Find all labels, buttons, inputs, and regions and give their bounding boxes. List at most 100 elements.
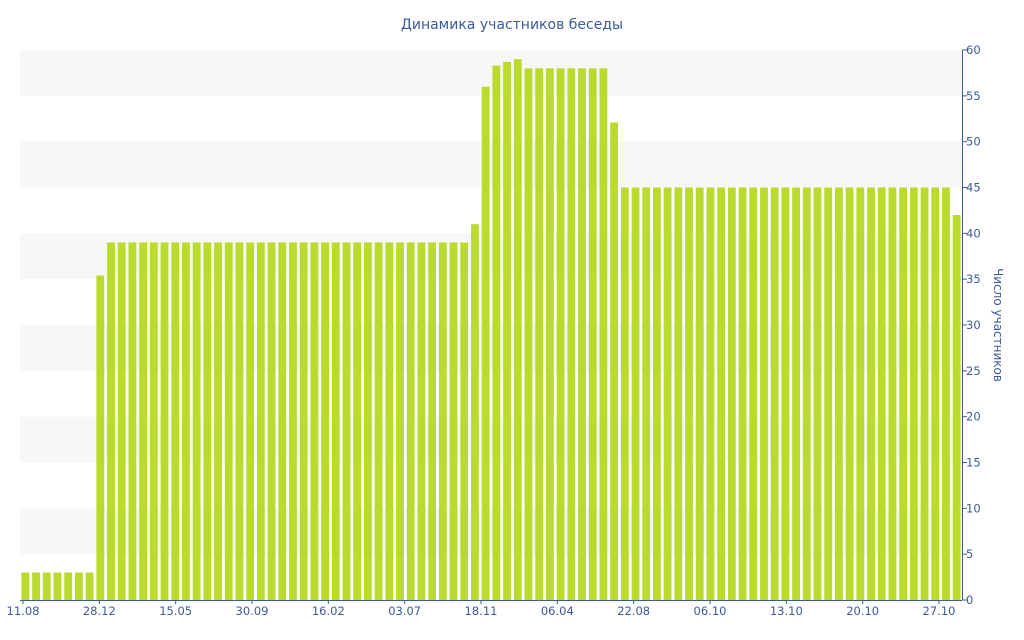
y-tick-label: 20 — [966, 410, 981, 424]
bar — [96, 275, 105, 600]
bar — [824, 187, 833, 600]
bar — [396, 242, 404, 600]
bar — [535, 68, 544, 601]
bar — [171, 242, 180, 600]
bar — [299, 242, 308, 600]
bar — [631, 187, 640, 600]
bar — [492, 65, 501, 601]
bar — [406, 242, 415, 600]
bar — [107, 242, 115, 600]
x-tick-label: 06.10 — [694, 604, 727, 618]
bar — [792, 187, 800, 600]
bar — [642, 187, 651, 600]
bar — [203, 242, 212, 600]
chart-title: Динамика участников беседы — [401, 17, 623, 33]
x-tick-label: 13.10 — [770, 604, 803, 618]
bar — [578, 68, 586, 601]
bar — [85, 572, 94, 600]
bar — [503, 61, 511, 600]
bar — [781, 187, 790, 600]
bar — [192, 242, 201, 600]
bar — [353, 242, 362, 600]
bar — [128, 242, 137, 600]
axes: 0 5 10 15 20 25 30 35 40 45 50 55 60 11.08 28.12 15.05 3… — [7, 43, 981, 618]
bar — [706, 187, 715, 600]
y-tick-label: 55 — [966, 89, 981, 103]
bar — [717, 187, 726, 600]
x-tick-label: 22.08 — [617, 604, 650, 618]
bar — [471, 224, 479, 600]
bar — [214, 242, 222, 600]
bar — [695, 187, 704, 600]
x-tick-label: 30.09 — [236, 604, 269, 618]
bar — [749, 187, 758, 600]
bar — [770, 187, 779, 600]
y-tick-label: 15 — [966, 456, 981, 470]
bar — [942, 187, 950, 600]
bar — [834, 187, 843, 600]
bar — [224, 242, 233, 600]
x-tick-label: 11.08 — [7, 604, 40, 618]
bar — [310, 242, 319, 600]
bar — [278, 242, 287, 600]
bar — [374, 242, 383, 600]
y-tick-label: 60 — [966, 43, 981, 57]
x-tick-label: 03.07 — [388, 604, 421, 618]
bar — [856, 187, 865, 600]
bar — [460, 242, 469, 600]
x-tick-label: 16.02 — [312, 604, 345, 618]
y-tick-label: 30 — [966, 318, 981, 332]
x-tick-label: 28.12 — [83, 604, 116, 618]
bar — [74, 572, 83, 600]
bar — [32, 572, 40, 600]
bar — [899, 187, 908, 600]
bar — [342, 242, 351, 600]
bar — [674, 187, 683, 600]
bar — [588, 68, 597, 601]
bar — [727, 187, 736, 600]
bar — [877, 187, 886, 600]
bar — [42, 572, 51, 600]
bar — [813, 187, 822, 600]
x-tick-label: 06.04 — [541, 604, 574, 618]
bar — [331, 242, 340, 600]
bar — [802, 187, 811, 600]
y-tick-label: 25 — [966, 364, 981, 378]
bar — [524, 68, 533, 601]
bar — [21, 572, 30, 600]
y-axis-label: Число участников — [991, 268, 1005, 382]
bar — [321, 242, 329, 600]
bar — [385, 242, 394, 600]
bar — [567, 68, 576, 601]
bar — [545, 68, 554, 601]
bar — [363, 242, 372, 600]
bar — [620, 187, 629, 600]
bar — [920, 187, 929, 600]
y-tick-label: 45 — [966, 181, 981, 195]
bar — [556, 68, 565, 601]
x-tick-label: 15.05 — [159, 604, 192, 618]
bar — [182, 242, 190, 600]
bar — [845, 187, 854, 600]
bar — [610, 122, 619, 601]
bar — [653, 187, 661, 600]
bar — [267, 242, 276, 600]
bar — [888, 187, 897, 600]
y-tick-label: 5 — [966, 547, 973, 561]
bar-series — [21, 59, 961, 601]
bar — [952, 215, 961, 600]
bar — [663, 187, 672, 600]
bar — [760, 187, 768, 600]
y-tick-label: 40 — [966, 226, 981, 240]
bar — [289, 242, 297, 600]
bar — [438, 242, 447, 600]
y-tick-label: 50 — [966, 135, 981, 149]
bar — [417, 242, 426, 600]
bar — [449, 242, 458, 600]
bar — [117, 242, 126, 600]
bar — [931, 187, 940, 600]
bar — [738, 187, 747, 600]
bar — [64, 572, 73, 600]
